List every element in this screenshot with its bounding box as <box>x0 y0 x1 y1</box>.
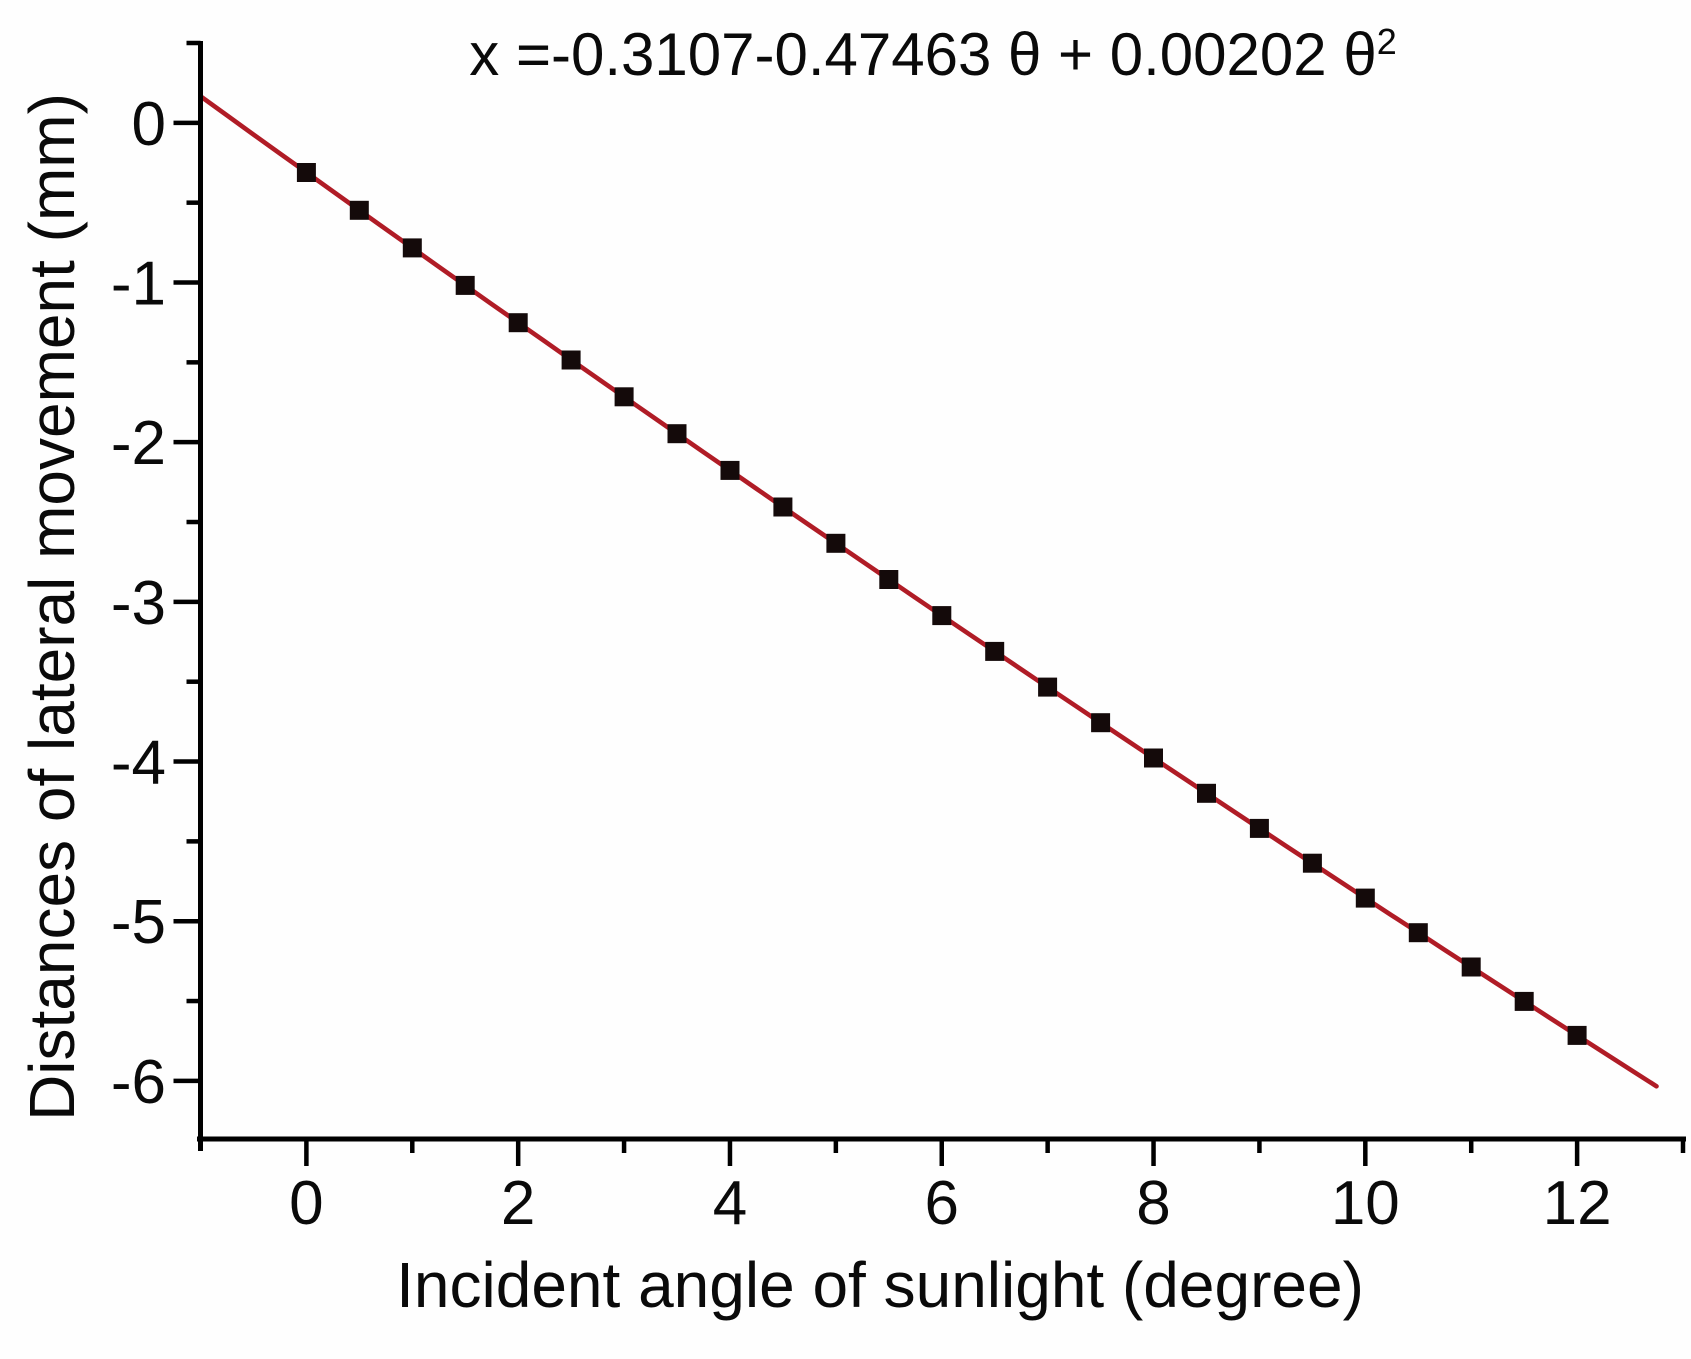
data-point-marker <box>720 460 740 480</box>
y-tick-label: -6 <box>111 1048 166 1117</box>
data-point-marker <box>932 606 952 626</box>
x-tick-label: 12 <box>1543 1169 1612 1238</box>
data-point-marker <box>1355 888 1375 908</box>
data-point-marker <box>614 387 634 407</box>
data-point-marker <box>296 163 316 182</box>
data-point-marker <box>455 275 475 295</box>
data-point-marker <box>561 350 581 370</box>
data-point-marker <box>985 641 1005 661</box>
y-tick-label: -2 <box>111 409 166 478</box>
x-tick-label: 10 <box>1331 1169 1400 1238</box>
data-point-marker <box>1197 783 1216 803</box>
data-point-marker <box>1144 748 1163 768</box>
data-point-marker <box>1038 677 1058 697</box>
data-point-marker <box>1408 923 1428 943</box>
data-point-marker <box>879 570 899 589</box>
y-axis-label: Distances of lateral movement (mm) <box>16 93 88 1121</box>
y-tick-label: 0 <box>132 90 166 159</box>
data-point-marker <box>508 313 528 333</box>
fit-equation-body: x =-0.3107-0.47463 θ + 0.00202 θ <box>469 21 1377 88</box>
data-point-marker <box>1249 818 1269 838</box>
fit-equation-exponent: 2 <box>1376 21 1397 62</box>
y-tick-label: -5 <box>111 888 166 957</box>
data-point-marker <box>1302 853 1322 873</box>
fit-equation: x =-0.3107-0.47463 θ + 0.00202 θ2 <box>469 20 1396 89</box>
x-tick-label: 8 <box>1136 1169 1170 1238</box>
data-point-marker <box>349 200 369 220</box>
x-tick-label: 6 <box>925 1169 959 1238</box>
x-tick-label: 0 <box>289 1169 323 1238</box>
data-point-marker <box>667 424 687 444</box>
data-point-marker <box>826 533 846 553</box>
data-point-marker <box>773 497 793 517</box>
data-point-marker <box>1461 957 1481 977</box>
data-point-marker <box>402 238 422 258</box>
y-tick-label: -3 <box>111 569 166 638</box>
data-point-marker <box>1514 991 1534 1011</box>
y-tick-label: -1 <box>111 250 166 319</box>
x-tick-label: 4 <box>713 1169 747 1238</box>
y-tick-label: -4 <box>111 729 166 798</box>
x-tick-label: 2 <box>501 1169 535 1238</box>
data-point-marker <box>1567 1025 1587 1045</box>
data-point-marker <box>1091 713 1111 733</box>
x-axis-label: Incident angle of sunlight (degree) <box>396 1249 1364 1321</box>
